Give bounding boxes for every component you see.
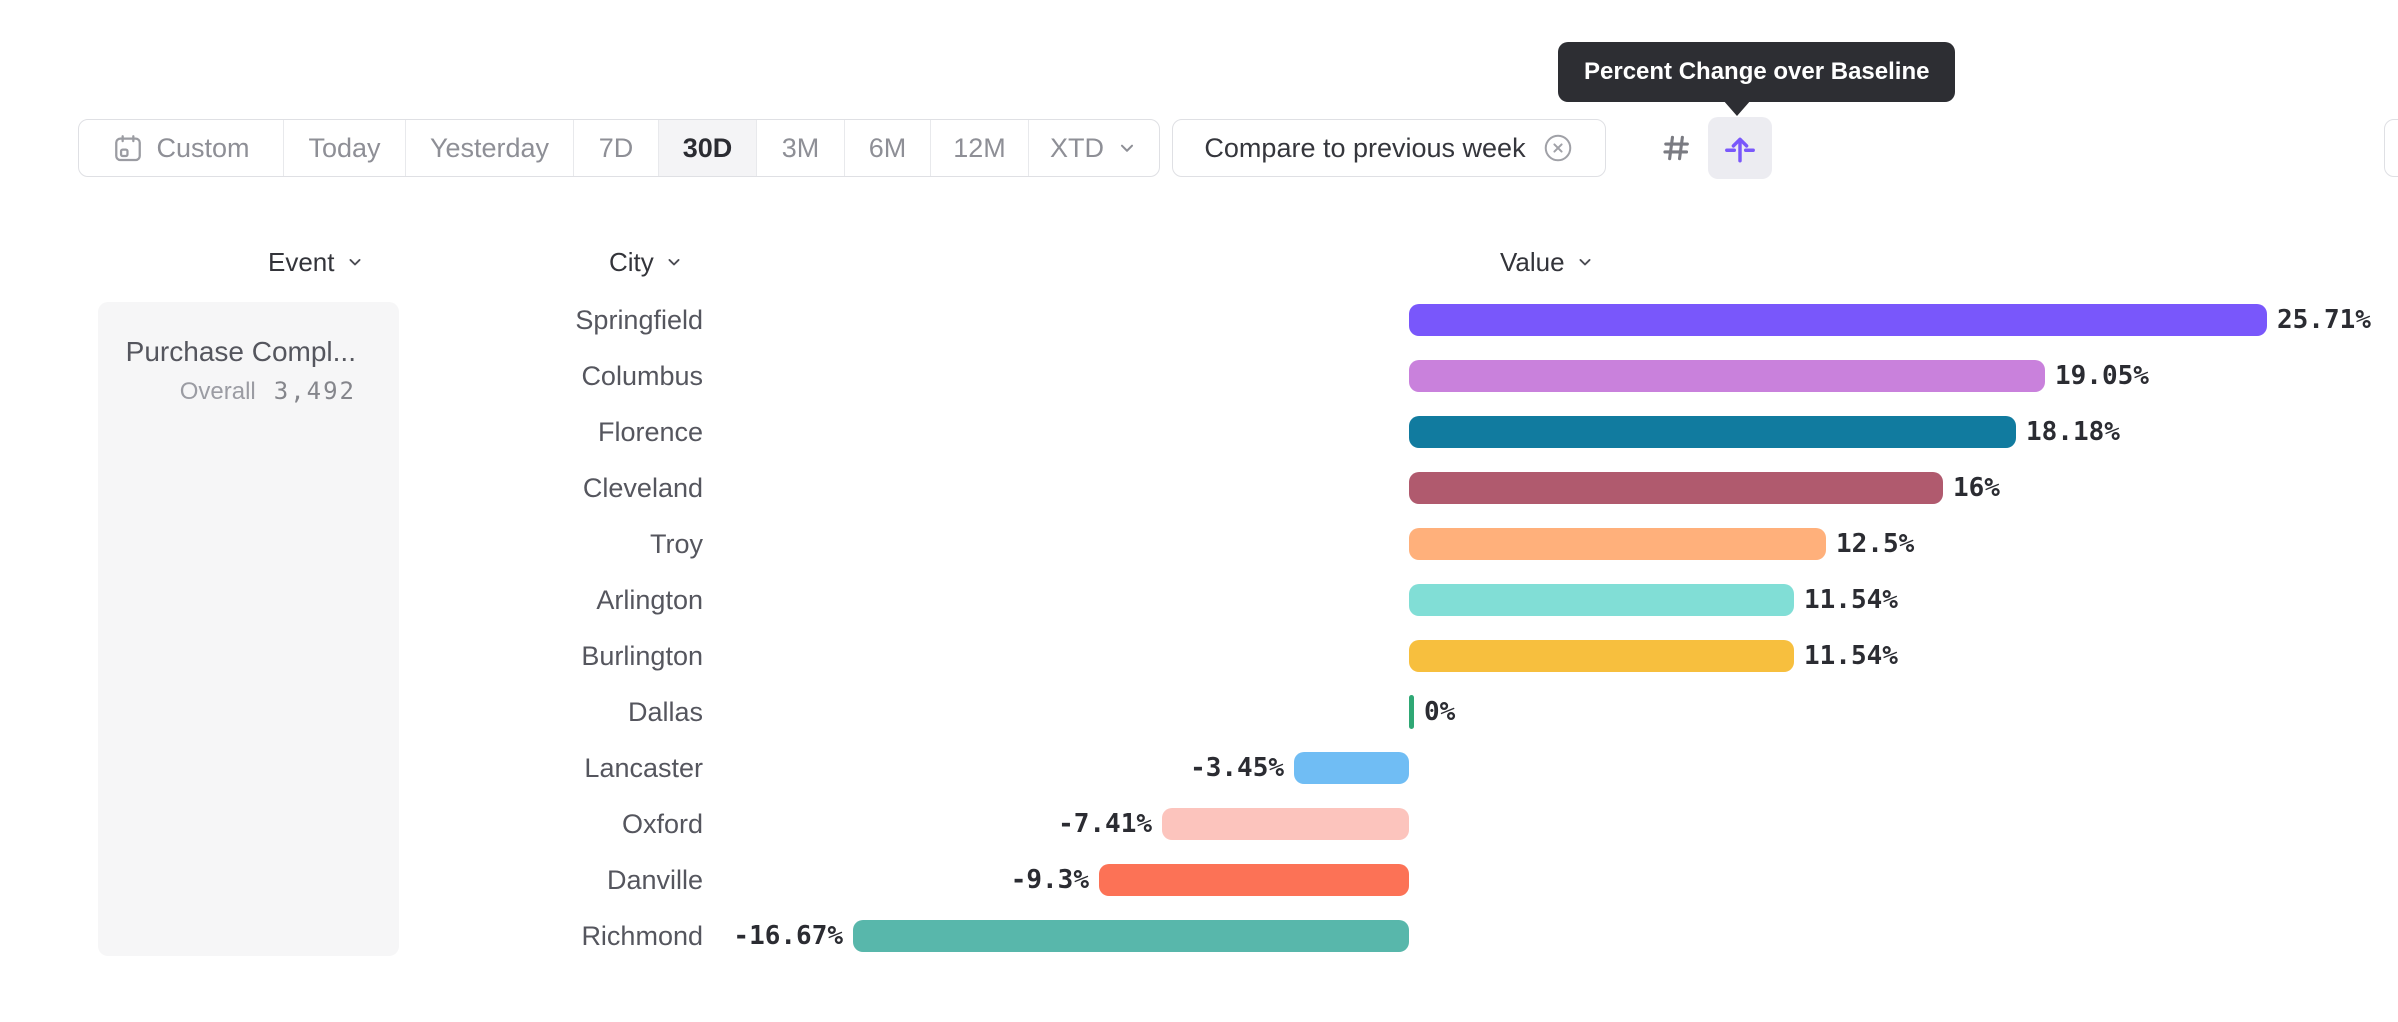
event-name: Purchase Compl... xyxy=(125,336,356,367)
value-bar-burlington[interactable] xyxy=(1409,640,1794,672)
city-label: Richmond xyxy=(581,921,703,951)
date-range-custom[interactable]: Custom xyxy=(79,120,284,176)
compare-to-previous-week-button[interactable]: Compare to previous week xyxy=(1172,119,1606,177)
date-range-6m[interactable]: 6M xyxy=(845,120,931,176)
date-range-label: XTD xyxy=(1050,132,1104,163)
city-label: Lancaster xyxy=(584,753,703,783)
value-bar-oxford[interactable] xyxy=(1162,808,1409,840)
date-range-30d[interactable]: 30D xyxy=(659,120,757,176)
date-range-3m[interactable]: 3M xyxy=(757,120,845,176)
clipped-right-button[interactable] xyxy=(2384,119,2398,177)
column-header-value[interactable]: Value xyxy=(1500,243,1595,281)
value-label: 25.71% xyxy=(2277,305,2371,335)
event-metric: Overall 3,492 xyxy=(98,377,356,406)
chevron-down-icon xyxy=(345,252,365,272)
value-bar-arlington[interactable] xyxy=(1409,584,1794,616)
city-label: Columbus xyxy=(581,361,703,391)
value-bar-richmond[interactable] xyxy=(853,920,1409,952)
city-header-label: City xyxy=(609,246,654,277)
chart-row-arlington: Arlington 11.54% xyxy=(0,572,2398,628)
value-label: 0% xyxy=(1424,697,1456,727)
event-card-purchase-completed[interactable]: Purchase Compl... Overall 3,492 xyxy=(98,302,399,406)
city-label: Cleveland xyxy=(582,473,703,503)
value-label: -7.41% xyxy=(1058,809,1152,839)
date-range-group: Custom Today Yesterday 7D 30D 3M 6M 12M XTD xyxy=(78,119,1160,177)
value-bar-dallas[interactable] xyxy=(1409,695,1414,729)
chart-row-columbus: Columbus 19.05% xyxy=(0,348,2398,404)
chart-row-florence: Florence 18.18% xyxy=(0,404,2398,460)
value-label: -9.3% xyxy=(1010,865,1089,895)
date-range-12m[interactable]: 12M xyxy=(931,120,1029,176)
event-header-label: Event xyxy=(268,246,335,277)
city-label: Danville xyxy=(606,865,703,895)
date-range-label: Today xyxy=(308,132,381,163)
x-circle-icon[interactable] xyxy=(1542,132,1574,164)
value-bar-springfield[interactable] xyxy=(1409,304,2267,336)
chevron-down-icon xyxy=(1575,252,1595,272)
value-bar-cleveland[interactable] xyxy=(1409,472,1943,504)
value-bar-danville[interactable] xyxy=(1099,864,1409,896)
chart-row-burlington: Burlington 11.54% xyxy=(0,628,2398,684)
hash-icon xyxy=(1659,131,1693,165)
compare-label: Compare to previous week xyxy=(1204,132,1526,163)
event-metric-value: 3,492 xyxy=(273,377,356,405)
value-label: 18.18% xyxy=(2026,417,2120,447)
date-range-yesterday[interactable]: Yesterday xyxy=(406,120,574,176)
chart-row-troy: Troy 12.5% xyxy=(0,516,2398,572)
event-metric-label: Overall xyxy=(179,378,256,405)
column-header-city[interactable]: City xyxy=(609,243,684,281)
tooltip-caret xyxy=(1723,100,1751,116)
value-header-label: Value xyxy=(1500,246,1565,277)
chart-row-richmond: Richmond -16.67% xyxy=(0,908,2398,964)
bar-chart: Springfield 25.71% Columbus 19.05% Florence 1… xyxy=(0,292,2398,964)
date-range-label: 12M xyxy=(953,132,1006,163)
value-label: 19.05% xyxy=(2055,361,2149,391)
value-label: -3.45% xyxy=(1190,753,1284,783)
date-range-7d[interactable]: 7D xyxy=(574,120,659,176)
value-label: 12.5% xyxy=(1836,529,1915,559)
city-label: Arlington xyxy=(596,585,703,615)
value-label: 11.54% xyxy=(1804,641,1898,671)
value-bar-columbus[interactable] xyxy=(1409,360,2045,392)
percent-baseline-format-button[interactable] xyxy=(1708,117,1772,179)
value-label: -16.67% xyxy=(733,921,843,951)
city-label: Springfield xyxy=(575,305,703,335)
tooltip-percent-change: Percent Change over Baseline xyxy=(1558,42,1956,102)
date-range-label: 7D xyxy=(598,132,634,163)
city-label: Troy xyxy=(650,529,703,559)
chart-row-dallas: Dallas 0% xyxy=(0,684,2398,740)
city-label: Dallas xyxy=(627,697,703,727)
chart-row-danville: Danville -9.3% xyxy=(0,852,2398,908)
column-header-event[interactable]: Event xyxy=(268,243,365,281)
date-range-today[interactable]: Today xyxy=(284,120,406,176)
value-bar-florence[interactable] xyxy=(1409,416,2016,448)
value-bar-troy[interactable] xyxy=(1409,528,1826,560)
city-label: Burlington xyxy=(581,641,703,671)
date-range-label: 30D xyxy=(682,132,733,163)
chevron-down-icon xyxy=(1116,137,1138,159)
value-label: 16% xyxy=(1953,473,2000,503)
date-range-xtd[interactable]: XTD xyxy=(1029,120,1159,176)
chart-row-cleveland: Cleveland 16% xyxy=(0,460,2398,516)
value-label: 11.54% xyxy=(1804,585,1898,615)
chart-row-springfield: Springfield 25.71% xyxy=(0,292,2398,348)
date-range-label: 6M xyxy=(868,132,907,163)
event-panel: Purchase Compl... Overall 3,492 xyxy=(98,302,399,956)
calendar-icon xyxy=(112,132,144,164)
chart-row-lancaster: Lancaster -3.45% xyxy=(0,740,2398,796)
baseline-arrow-icon xyxy=(1722,130,1758,166)
date-range-label: 3M xyxy=(781,132,820,163)
city-label: Florence xyxy=(597,417,703,447)
value-bar-lancaster[interactable] xyxy=(1294,752,1409,784)
date-range-label: Custom xyxy=(156,132,250,163)
number-format-button[interactable] xyxy=(1644,117,1708,179)
chevron-down-icon xyxy=(664,252,684,272)
date-range-label: Yesterday xyxy=(429,132,550,163)
chart-row-oxford: Oxford -7.41% xyxy=(0,796,2398,852)
chart-format-toggle xyxy=(1644,117,1772,179)
city-label: Oxford xyxy=(621,809,703,839)
